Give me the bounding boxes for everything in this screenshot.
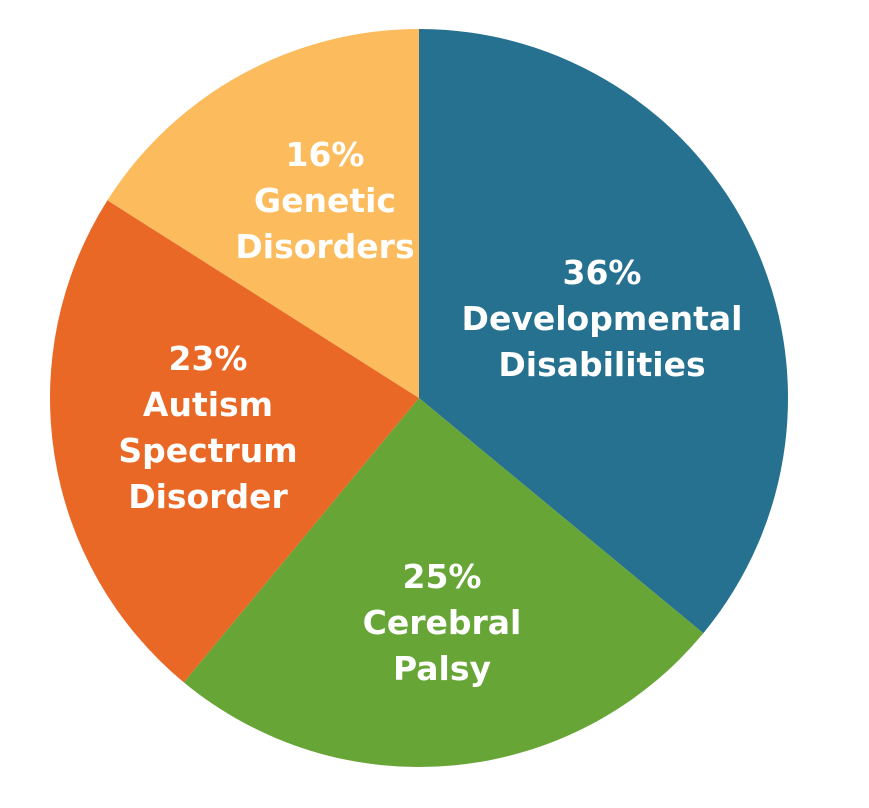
slice-category-label: Disorder (128, 477, 288, 516)
slice-percent-label: 23% (169, 339, 248, 378)
pie-slices (49, 29, 789, 768)
slice-percent-label: 16% (286, 135, 365, 174)
slice-category-label: Spectrum (118, 431, 297, 470)
pie-slice-cerebral-palsy (183, 398, 704, 768)
slice-label-autism-spectrum-disorder: 23% Autism Spectrum Disorder (118, 339, 297, 516)
slice-category-label: Genetic (254, 181, 396, 220)
pie-slice-developmental-disabilities (419, 29, 789, 634)
slice-category-label: Cerebral (363, 603, 522, 642)
slice-label-cerebral-palsy: 25% Cerebral Palsy (363, 557, 522, 688)
slice-category-label: Palsy (393, 649, 491, 688)
slice-label-developmental-disabilities: 36% Developmental Disabilities (462, 253, 743, 384)
slice-category-label: Autism (143, 385, 273, 424)
slice-category-label: Disorders (235, 227, 414, 266)
pie-slice-genetic-disorders (107, 29, 419, 398)
pie-slice-autism-spectrum-disorder (49, 200, 419, 683)
pie-labels: 36% Developmental Disabilities 25% Cerebral P… (118, 135, 742, 688)
slice-category-label: Disabilities (498, 345, 705, 384)
slice-percent-label: 25% (403, 557, 482, 596)
slice-percent-label: 36% (563, 253, 642, 292)
slice-category-label: Developmental (462, 299, 743, 338)
slice-label-genetic-disorders: 16% Genetic Disorders (235, 135, 414, 266)
